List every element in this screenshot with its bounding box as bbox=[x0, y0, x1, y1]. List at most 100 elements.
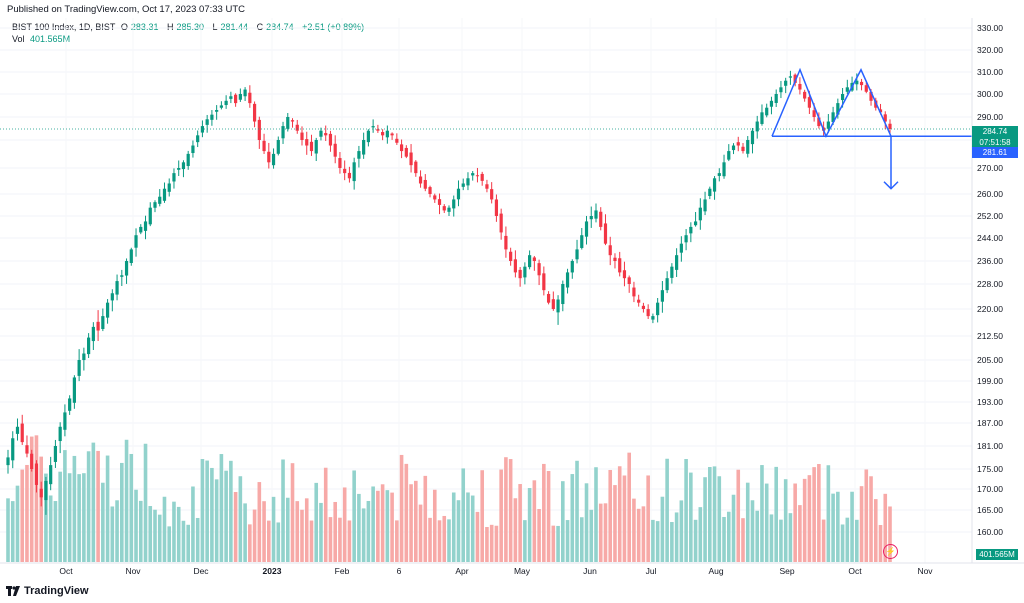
candle-body bbox=[262, 140, 266, 152]
candle-body bbox=[267, 151, 271, 163]
volume-bar bbox=[205, 460, 209, 562]
volume-bar bbox=[366, 500, 371, 562]
time-axis-label: Jul bbox=[646, 566, 657, 576]
candle-body bbox=[414, 161, 418, 174]
price-axis-label: 175.00 bbox=[977, 464, 1003, 474]
volume-bar bbox=[15, 485, 20, 562]
volume-bar bbox=[442, 515, 447, 562]
price-axis-label: 193.00 bbox=[977, 397, 1003, 407]
volume-bar bbox=[181, 520, 186, 562]
candle-body bbox=[826, 121, 830, 129]
volume-bar bbox=[561, 481, 565, 562]
candle-body bbox=[276, 140, 280, 154]
candle-body bbox=[191, 145, 195, 154]
tradingview-footer[interactable]: TradingView bbox=[6, 585, 89, 597]
volume-bar bbox=[295, 501, 300, 562]
time-axis-label: Sep bbox=[779, 566, 794, 576]
volume-bar bbox=[532, 480, 537, 562]
candle-body bbox=[248, 92, 252, 104]
candle-body bbox=[105, 302, 110, 318]
volume-bar bbox=[10, 501, 15, 562]
price-axis-label: 187.00 bbox=[977, 418, 1003, 428]
price-axis-label: 160.00 bbox=[977, 527, 1003, 537]
candle-body bbox=[433, 195, 437, 200]
candle-body bbox=[376, 129, 380, 131]
volume-bar bbox=[428, 517, 432, 562]
candle-body bbox=[371, 126, 375, 128]
volume-bar bbox=[72, 455, 77, 562]
last-price-tag: 284.74 bbox=[972, 126, 1018, 137]
candle-body bbox=[305, 139, 309, 146]
volume-bar bbox=[309, 520, 314, 562]
volume-bar bbox=[347, 520, 352, 562]
candle-body bbox=[423, 179, 427, 189]
candle-body bbox=[632, 287, 636, 297]
time-axis-label: Oct bbox=[59, 566, 73, 576]
volume-bar bbox=[262, 501, 266, 562]
volume-bar bbox=[466, 492, 470, 562]
price-axis-label: 300.00 bbox=[977, 89, 1003, 99]
candle-body bbox=[456, 188, 461, 200]
candle-body bbox=[399, 144, 404, 152]
candle-body bbox=[442, 206, 446, 211]
candle-body bbox=[314, 140, 318, 154]
time-axis-label: May bbox=[514, 566, 531, 576]
tradingview-logo-text: TradingView bbox=[24, 585, 89, 597]
volume-bar bbox=[357, 493, 361, 562]
ohlc-close: C 284.74 bbox=[256, 22, 294, 32]
candle-body bbox=[68, 398, 72, 411]
volume-bar bbox=[840, 524, 845, 562]
candle-body bbox=[746, 140, 750, 154]
volume-bar bbox=[494, 525, 499, 562]
candle-body bbox=[807, 97, 811, 108]
time-axis-label: Feb bbox=[335, 566, 350, 576]
price-axis-label: 330.00 bbox=[977, 23, 1003, 33]
candle-body bbox=[613, 257, 617, 261]
candle-body bbox=[25, 445, 29, 454]
price-axis-label: 170.00 bbox=[977, 484, 1003, 494]
candle-body bbox=[622, 270, 627, 279]
candle-body bbox=[556, 299, 560, 313]
volume-bar bbox=[371, 486, 375, 562]
candle-body bbox=[504, 235, 508, 250]
candle-body bbox=[44, 480, 48, 501]
candle-body bbox=[300, 132, 304, 140]
candle-body bbox=[675, 255, 679, 270]
candle-body bbox=[352, 162, 356, 182]
candle-body bbox=[812, 110, 816, 117]
candle-body bbox=[91, 326, 95, 342]
volume-bar bbox=[48, 495, 53, 562]
volume-bar bbox=[651, 519, 655, 562]
candle-body bbox=[760, 112, 764, 124]
candle-body bbox=[343, 168, 347, 174]
price-axis-label: 260.00 bbox=[977, 189, 1003, 199]
candle-body bbox=[271, 153, 276, 166]
volume-bar bbox=[655, 521, 660, 562]
candle-body bbox=[594, 210, 598, 219]
candle-body bbox=[210, 114, 214, 120]
volume-bar bbox=[342, 487, 347, 562]
candle-body bbox=[637, 299, 641, 303]
candle-body bbox=[589, 216, 593, 220]
volume-bar bbox=[883, 493, 888, 562]
volume-tag: 401.565M bbox=[976, 549, 1018, 560]
candle-body bbox=[124, 261, 129, 276]
candle-body bbox=[82, 353, 86, 361]
candle-body bbox=[15, 426, 20, 434]
candle-body bbox=[96, 321, 100, 331]
volume-bar bbox=[769, 514, 774, 562]
candle-body bbox=[252, 103, 257, 122]
volume-bar bbox=[670, 522, 674, 562]
candle-body bbox=[72, 377, 76, 403]
candle-body bbox=[200, 126, 205, 133]
candle-body bbox=[447, 207, 451, 212]
price-axis-label: 212.50 bbox=[977, 331, 1003, 341]
candle-body bbox=[172, 173, 176, 182]
volume-bar bbox=[148, 506, 153, 562]
candle-body bbox=[205, 119, 209, 125]
volume-bar bbox=[58, 471, 62, 562]
volume-bar bbox=[750, 500, 755, 562]
lightning-icon[interactable]: ⚡ bbox=[883, 544, 898, 559]
candle-body bbox=[181, 162, 186, 170]
